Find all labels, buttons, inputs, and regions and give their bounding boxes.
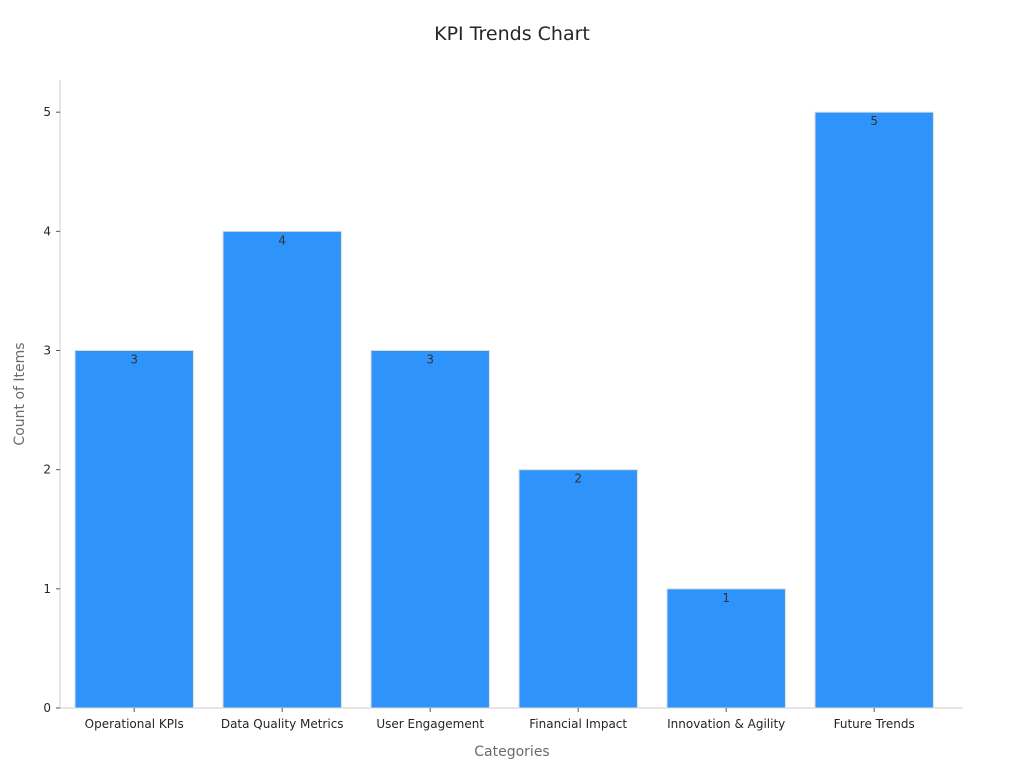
x-tick-label: Financial Impact bbox=[529, 717, 627, 731]
y-tick-label: 5 bbox=[43, 105, 51, 119]
bar-value-label: 1 bbox=[722, 591, 730, 605]
chart-title: KPI Trends Chart bbox=[434, 23, 590, 45]
bar bbox=[814, 111, 934, 709]
bar bbox=[74, 350, 194, 709]
x-axis-ticks: Operational KPIs Data Quality Metrics User… bbox=[85, 708, 915, 731]
x-tick-label: Operational KPIs bbox=[85, 717, 184, 731]
bar bbox=[370, 350, 490, 709]
y-tick-label: 0 bbox=[43, 701, 51, 715]
y-tick-label: 3 bbox=[43, 344, 51, 358]
bar bbox=[222, 230, 342, 709]
y-axis-ticks: 0 1 2 3 4 5 bbox=[43, 105, 60, 715]
x-tick-label: Innovation & Agility bbox=[667, 717, 785, 731]
y-axis-label: Count of Items bbox=[12, 342, 28, 445]
x-tick-label: Data Quality Metrics bbox=[221, 717, 344, 731]
y-tick-label: 4 bbox=[43, 224, 51, 238]
x-axis-label: Categories bbox=[474, 744, 549, 760]
bar-value-label: 2 bbox=[574, 472, 582, 486]
bar-value-label: 5 bbox=[870, 114, 878, 128]
bar bbox=[518, 469, 638, 709]
bar-value-label: 3 bbox=[130, 353, 138, 367]
y-tick-label: 1 bbox=[43, 582, 51, 596]
bar-value-label: 4 bbox=[278, 233, 286, 247]
y-tick-label: 2 bbox=[43, 463, 51, 477]
bar-value-label: 3 bbox=[426, 353, 434, 367]
x-tick-label: Future Trends bbox=[834, 717, 915, 731]
bar-group: 3 4 3 2 1 5 bbox=[74, 111, 934, 709]
bar bbox=[666, 588, 786, 709]
x-tick-label: User Engagement bbox=[376, 717, 484, 731]
